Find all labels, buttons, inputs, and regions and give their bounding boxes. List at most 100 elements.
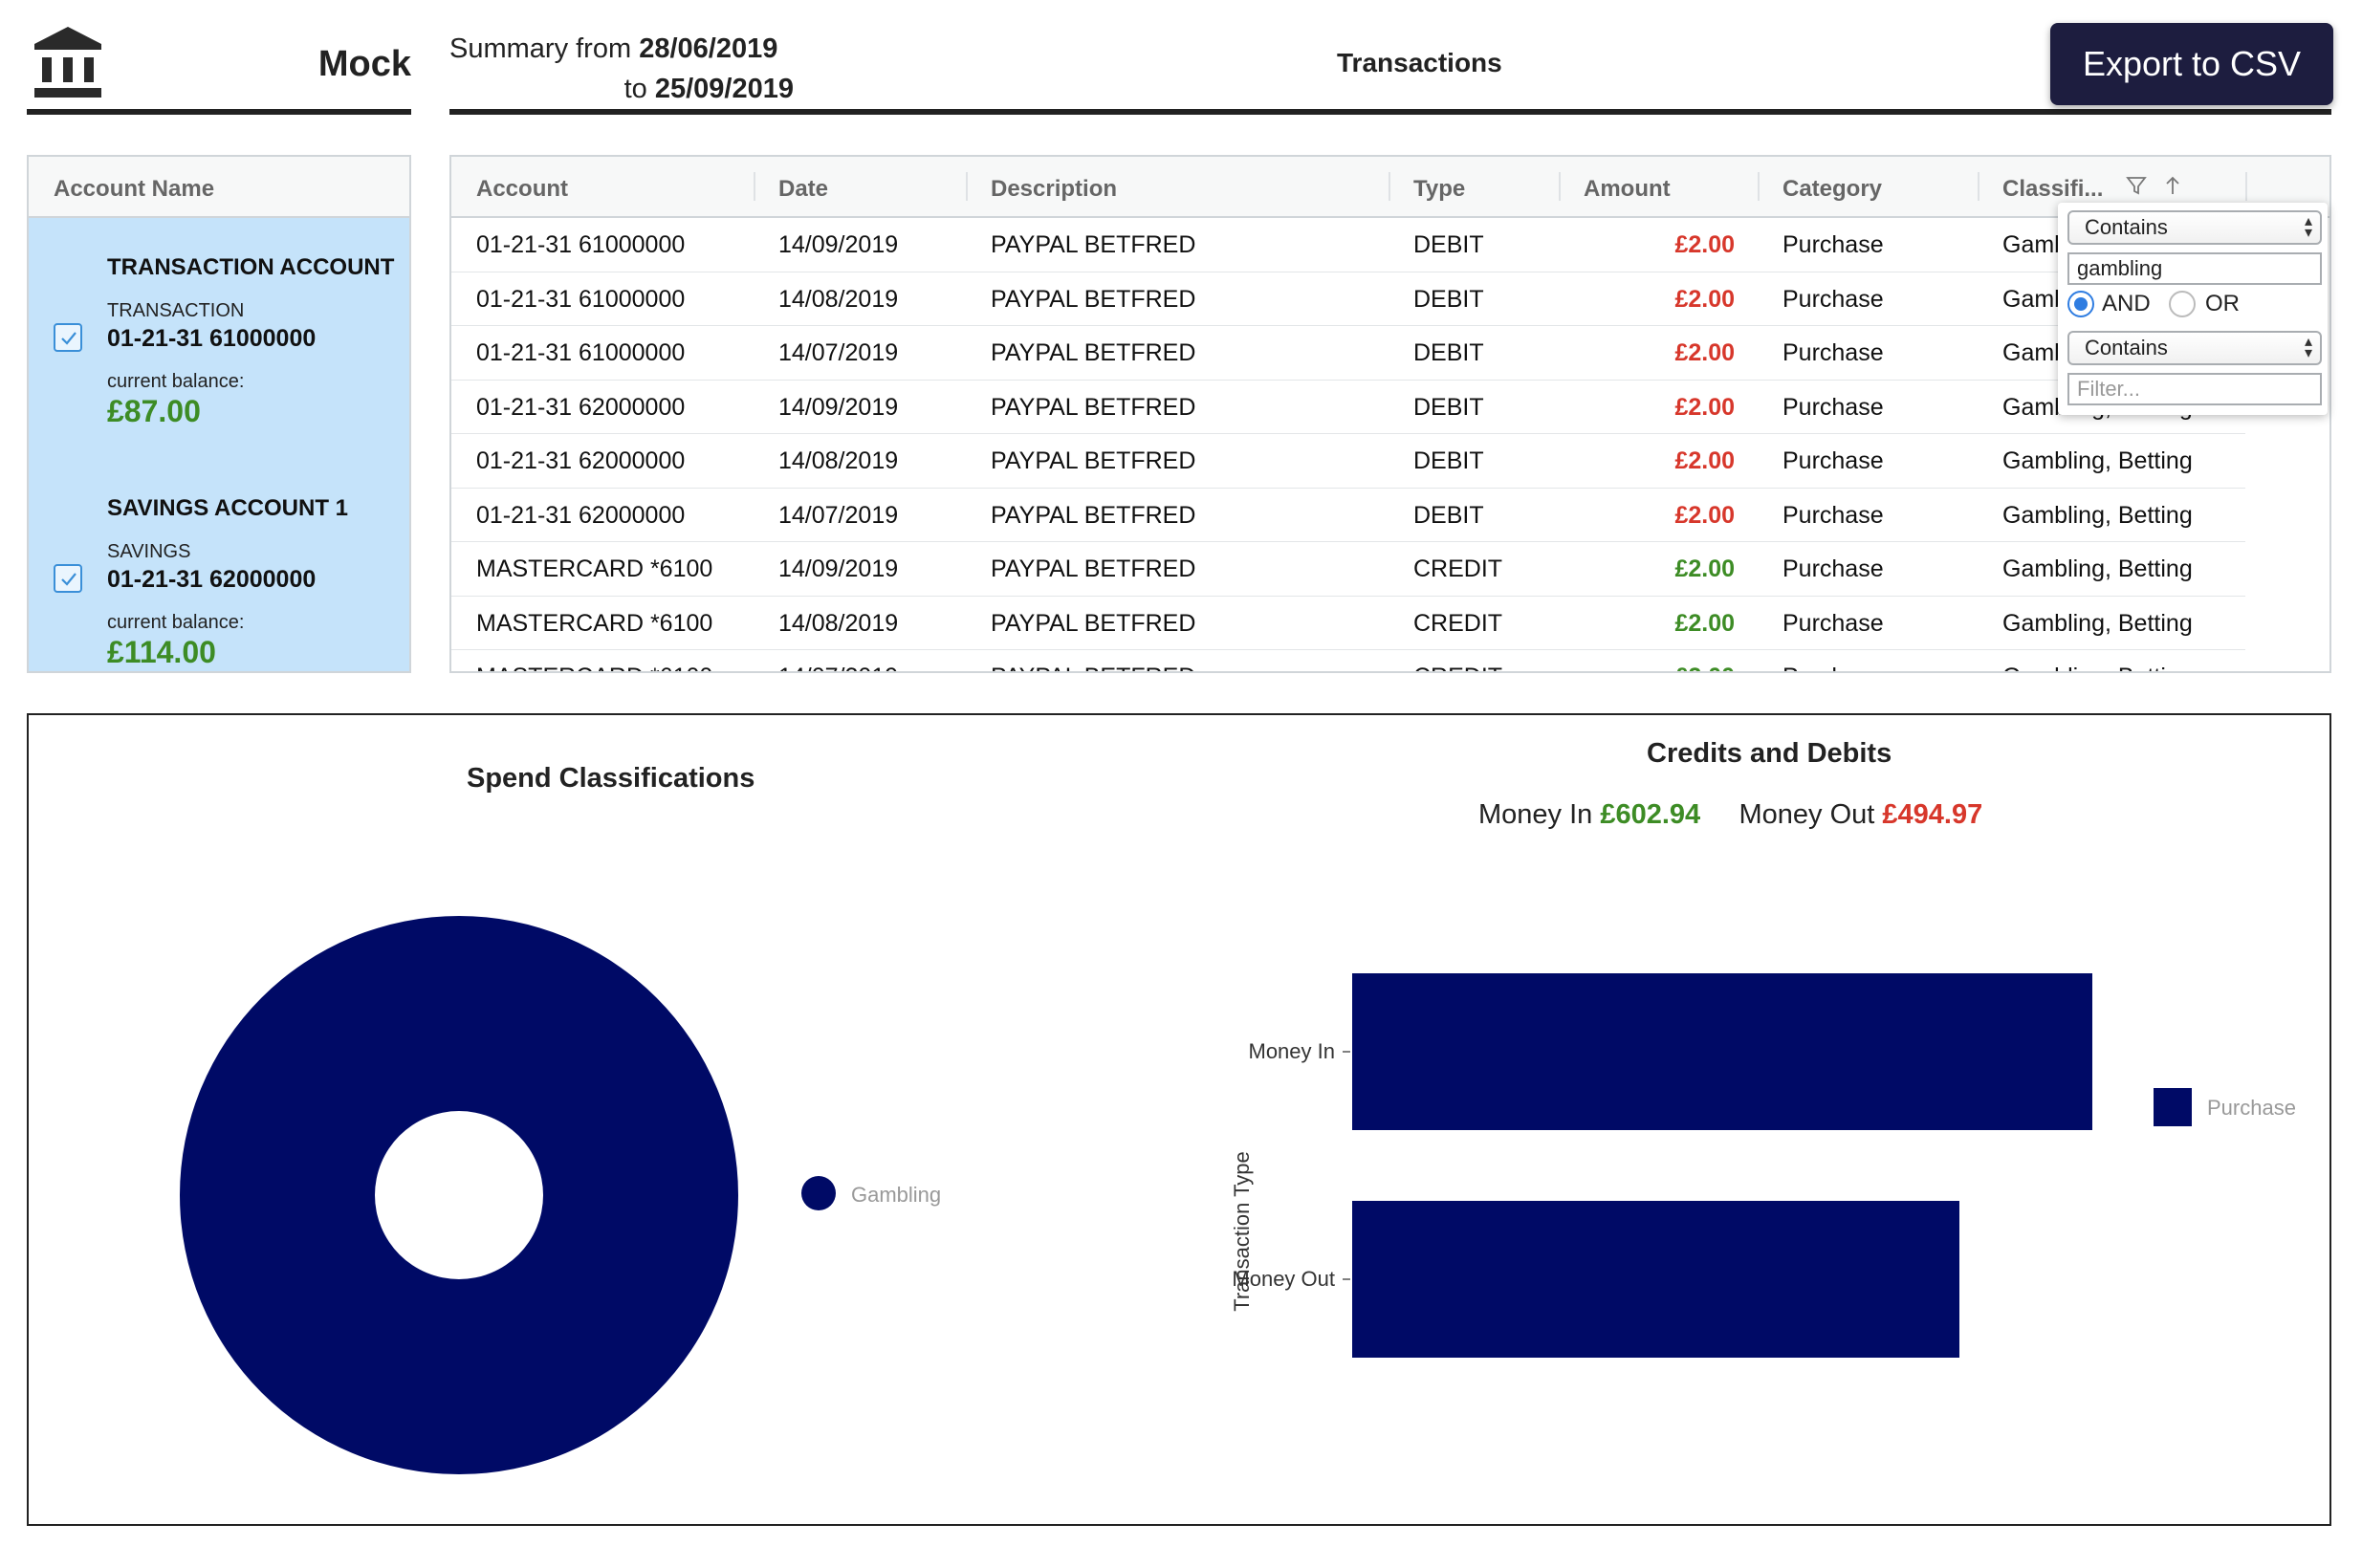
cell-date: 14/09/2019 <box>778 555 899 582</box>
table-row[interactable]: 01-21-31 62000000 14/07/2019 PAYPAL BETFRE… <box>451 489 2245 542</box>
balance-label: current balance: <box>107 371 245 392</box>
filter-condition-value: Contains <box>2085 215 2168 239</box>
date-to: 25/09/2019 <box>654 74 794 104</box>
account-card-savings[interactable]: SAVINGS ACCOUNT 1 SAVINGS 01-21-31 62000… <box>29 459 409 671</box>
filter-and-radio[interactable] <box>2067 291 2094 317</box>
sort-ascending-icon[interactable] <box>2163 174 2182 197</box>
cell-amount: £2.00 <box>1674 501 1735 529</box>
summary-to: to <box>623 74 647 104</box>
accounts-header: Account Name <box>29 157 409 218</box>
cell-category: Purchase <box>1782 231 1884 258</box>
bar-chart-title: Credits and Debits <box>1647 738 1892 769</box>
pie-chart-title: Spend Classifications <box>467 763 755 794</box>
bar-money-out[interactable] <box>1352 1201 1959 1358</box>
filter-icon[interactable] <box>2125 174 2148 197</box>
col-header-amount[interactable]: Amount <box>1584 176 1671 202</box>
col-resize-handle[interactable] <box>966 172 968 201</box>
legend-marker <box>2154 1088 2192 1126</box>
table-row[interactable]: 01-21-31 62000000 14/08/2019 PAYPAL BETFRE… <box>451 434 2245 489</box>
col-header-account[interactable]: Account <box>476 176 568 202</box>
cell-type: CREDIT <box>1389 650 1559 671</box>
cell-category: Purchase <box>1782 555 1884 582</box>
filter-or-radio[interactable] <box>2169 291 2196 317</box>
cell-type: DEBIT <box>1413 501 1484 529</box>
cell-description: PAYPAL BETFRED <box>991 447 1196 474</box>
col-header-type[interactable]: Type <box>1413 176 1466 202</box>
table-row[interactable]: 01-21-31 62000000 14/09/2019 PAYPAL BETFRE… <box>451 381 2245 434</box>
header-brand-area: Mock <box>27 17 411 115</box>
cell-amount: £2.00 <box>1674 339 1735 366</box>
col-resize-handle[interactable] <box>754 172 755 201</box>
y-tick-label: Money In <box>1249 1039 1336 1063</box>
cell-type: DEBIT <box>1413 285 1484 313</box>
col-resize-handle[interactable] <box>1978 172 1979 201</box>
account-checkbox[interactable] <box>54 323 82 352</box>
money-summary: Money In £602.94 Money Out £494.97 <box>1478 799 1982 831</box>
cell-type: DEBIT <box>1413 339 1484 366</box>
filter-and-label: AND <box>2102 291 2151 316</box>
pie-slice[interactable] <box>180 916 738 1474</box>
cell-amount: £2.00 <box>1674 609 1735 637</box>
export-csv-button[interactable]: Export to CSV <box>2050 23 2333 105</box>
filter-value-input-1[interactable] <box>2067 252 2322 285</box>
cell-amount: £2.00 <box>1674 285 1735 313</box>
cell-classification: Gambling, Betting <box>2002 609 2193 637</box>
col-resize-handle[interactable] <box>2245 172 2247 201</box>
table-row[interactable]: 01-21-31 61000000 14/09/2019 PAYPAL BETFRE… <box>451 218 2245 272</box>
account-balance: £114.00 <box>107 635 216 669</box>
account-checkbox[interactable] <box>54 564 82 593</box>
select-updown-icon: ▴ ▾ <box>2304 334 2312 361</box>
cell-category: Purchase <box>1782 285 1884 313</box>
cell-classification: Gambling, Betting <box>2002 447 2193 474</box>
cell-account: 01-21-31 61000000 <box>476 285 686 313</box>
cell-category: Purchase <box>1758 650 1978 671</box>
col-resize-handle[interactable] <box>1758 172 1760 201</box>
money-out-value: £494.97 <box>1882 799 1983 830</box>
money-in-value: £602.94 <box>1600 799 1701 830</box>
cell-account: 01-21-31 61000000 <box>476 231 686 258</box>
page-title: Transactions <box>1337 48 1502 77</box>
account-card-transaction[interactable]: TRANSACTION ACCOUNT TRANSACTION 01-21-31… <box>29 218 409 457</box>
cell-description: PAYPAL BETFRED <box>991 339 1196 366</box>
table-row[interactable]: MASTERCARD *6100 14/08/2019 PAYPAL BETFRED… <box>451 597 2245 650</box>
filter-condition-value: Contains <box>2085 336 2168 359</box>
cell-description: PAYPAL BETFRED <box>991 555 1196 582</box>
summary-date-range: Summary from 28/06/2019 to 25/09/2019 <box>449 29 794 109</box>
col-header-date[interactable]: Date <box>778 176 829 202</box>
cell-type: DEBIT <box>1413 447 1484 474</box>
filter-or-label: OR <box>2205 291 2240 316</box>
table-row[interactable]: 01-21-31 61000000 14/07/2019 PAYPAL BETFRE… <box>451 326 2245 381</box>
date-from: 28/06/2019 <box>639 33 778 64</box>
column-filter-popup: Contains ▴▾ AND OR Contains ▴▾ <box>2058 203 2328 415</box>
filter-condition-select-1[interactable]: Contains ▴ ▾ <box>2067 210 2322 245</box>
col-resize-handle[interactable] <box>1559 172 1561 201</box>
cell-date: 14/08/2019 <box>778 447 899 474</box>
col-header-description[interactable]: Description <box>991 176 1118 202</box>
col-resize-handle[interactable] <box>1389 172 1390 201</box>
account-number: 01-21-31 61000000 <box>107 325 317 352</box>
cell-account: 01-21-31 62000000 <box>476 393 686 421</box>
table-row[interactable]: MASTERCARD *6100 14/09/2019 PAYPAL BETFRED… <box>451 542 2245 597</box>
charts-panel: Spend Classifications Credits and Debits… <box>27 713 2331 1526</box>
account-number: 01-21-31 62000000 <box>107 566 317 593</box>
money-in-label: Money In <box>1478 799 1593 830</box>
brand-name: Mock <box>317 44 411 84</box>
col-header-classification[interactable]: Classifi... <box>2002 176 2104 202</box>
cell-date: 14/08/2019 <box>778 609 899 637</box>
header-summary-area: Summary from 28/06/2019 to 25/09/2019 Tr… <box>449 17 2331 115</box>
y-axis-label: Transaction Type <box>1230 1151 1254 1312</box>
filter-value-input-2[interactable] <box>2067 373 2322 405</box>
bar-money-in[interactable] <box>1352 973 2092 1130</box>
table-row[interactable]: 01-21-31 61000000 14/08/2019 PAYPAL BETFRE… <box>451 272 2245 326</box>
filter-condition-select-2[interactable]: Contains ▴ ▾ <box>2067 331 2322 365</box>
accounts-list: TRANSACTION ACCOUNT TRANSACTION 01-21-31… <box>29 218 409 671</box>
cell-category: Purchase <box>1782 339 1884 366</box>
cell-account: 01-21-31 62000000 <box>476 501 686 529</box>
cell-description: PAYPAL BETFRED <box>991 231 1196 258</box>
cell-amount: £2.00 <box>1674 393 1735 421</box>
col-header-category[interactable]: Category <box>1782 176 1883 202</box>
cell-classification: Gambling, Betting <box>2002 501 2193 529</box>
credits-debits-chart: Transaction Type Money In Money Out Purchas… <box>1230 973 2296 1358</box>
cell-date: 14/08/2019 <box>778 285 899 313</box>
